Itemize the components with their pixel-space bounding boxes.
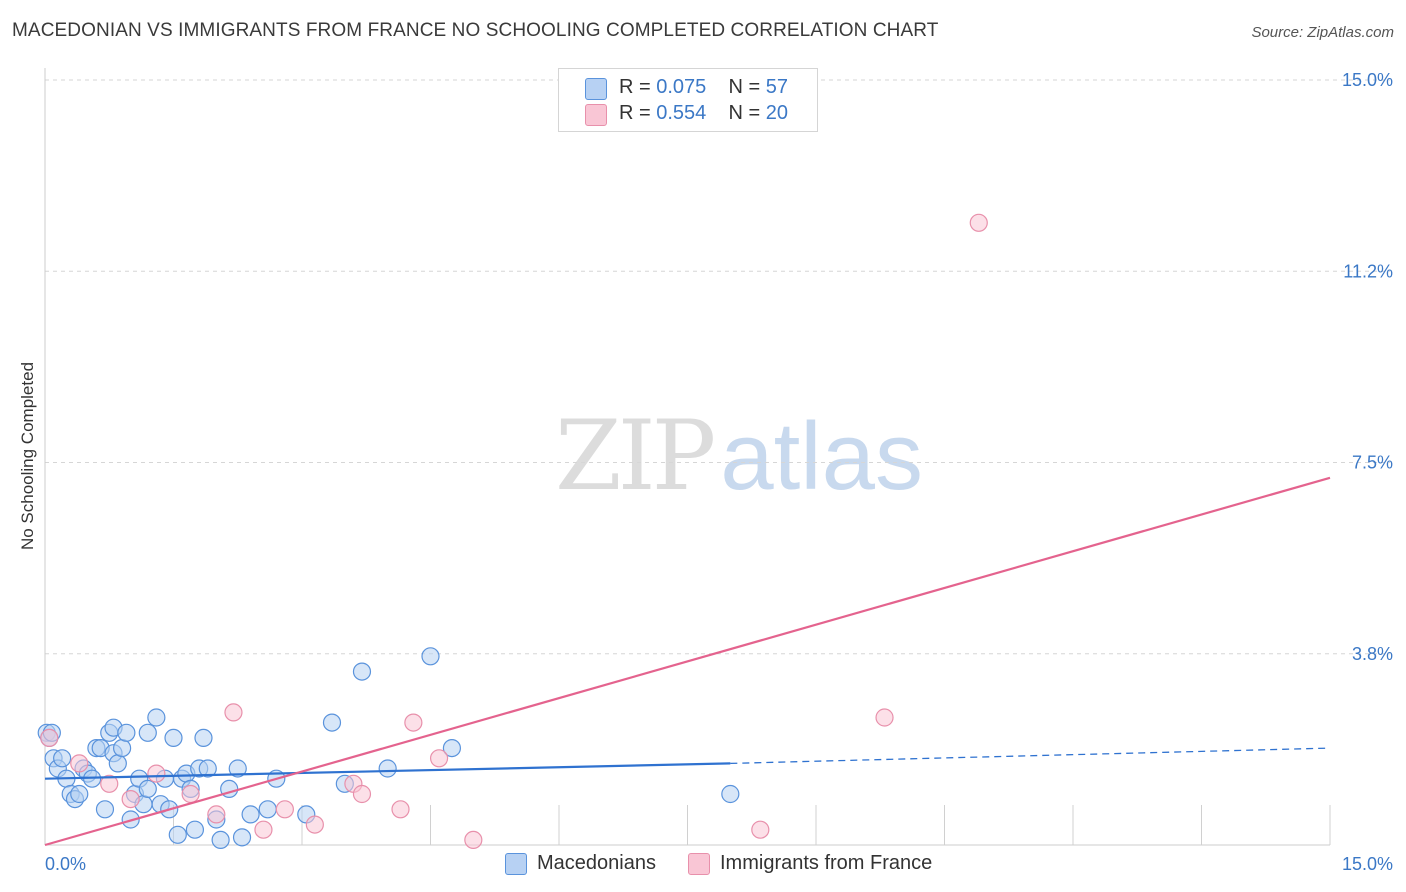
chart-title: MACEDONIAN VS IMMIGRANTS FROM FRANCE NO … [12,20,939,41]
france-point [147,764,166,783]
watermark-zip: ZIP [555,400,716,512]
france-point [751,820,770,839]
legend-n-label: N = [728,76,761,98]
macedonian-trend-line [44,762,731,780]
macedonian-point [721,784,740,804]
grid [45,79,1390,655]
data-points [37,213,988,850]
legend-r-label: R = [619,76,651,98]
macedonian-point [228,759,247,778]
france-point [254,820,273,839]
macedonian-point [241,805,260,824]
france-point [275,800,294,819]
legend-n-label: N = [728,102,761,124]
macedonian-point [352,662,372,681]
france-point [100,774,119,793]
y-tick-label: 3.8% [1352,644,1393,664]
macedonian-point [258,800,277,819]
source-credit: Source: ZipAtlas.com [1251,24,1394,41]
macedonian-point [378,759,397,778]
macedonian-point [168,825,187,844]
macedonian-point [70,784,89,804]
macedonian-point [322,713,342,732]
france-point [305,815,324,834]
macedonian-point [232,828,252,847]
trend-lines [44,476,1331,847]
y-tick-label: 11.2% [1343,261,1393,281]
axes [44,68,1331,846]
macedonian-point [138,723,157,742]
macedonian-point [53,749,72,768]
x-tick-label: 0.0% [45,854,86,874]
legend-r-value: 0.075 [656,76,707,98]
macedonian-point [117,723,136,742]
france-point [464,830,483,850]
macedonian-point [194,728,213,748]
correlation-legend: R = 0.075 N = 57 R = 0.554 N = 20 [558,68,818,132]
y-tick-label: 7.5% [1352,453,1393,473]
series-swatch-pink [688,853,710,875]
y-tick-label: 15.0% [1342,70,1393,90]
legend-r-value: 0.554 [656,102,707,124]
macedonian-point [198,759,217,778]
macedonian-point [138,779,157,799]
watermark-atlas: atlas [720,403,923,510]
france-point [875,708,894,727]
france-point [404,713,423,732]
tick-labels: 3.8% 7.5% 11.2% 15.0% 0.0% 15.0% [45,70,1393,874]
france-point [207,805,226,824]
france-point [70,754,89,773]
legend-swatch-blue [585,78,607,100]
france-point [969,213,988,232]
x-tick-label: 15.0% [1342,854,1393,874]
macedonian-point [95,800,115,819]
macedonian-point [164,728,183,748]
macedonian-trend-extension [730,747,1331,765]
legend-swatch-pink [585,104,607,126]
france-point [429,749,449,768]
macedonian-point [112,738,132,758]
macedonian-point [442,738,462,758]
macedonian-point [185,820,205,839]
series-label: Immigrants from France [720,852,933,874]
legend-n-value: 20 [765,102,789,124]
france-point [391,800,410,819]
legend-n-value: 57 [765,76,789,98]
macedonian-point [421,647,440,666]
series-swatch-blue [505,853,527,875]
macedonian-point [211,830,230,850]
france-point [121,789,140,809]
series-label: Macedonians [537,852,656,874]
macedonian-point [108,754,127,773]
france-point [352,784,372,804]
series-legend: Macedonians Immigrants from France [0,852,1406,878]
france-trend-line [44,476,1331,847]
watermark: ZIPatlas [555,400,923,512]
france-point [181,784,200,804]
legend-r-label: R = [619,102,651,124]
france-point [40,728,59,748]
france-point [224,703,243,722]
macedonian-point [147,708,166,727]
